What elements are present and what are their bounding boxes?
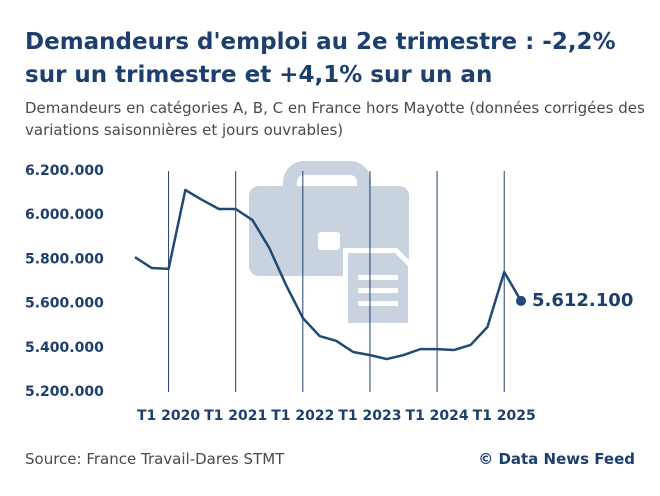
x-tick-label: T1 2021 [204,408,267,424]
y-tick-label: 5.800.000 [25,251,104,267]
y-tick-label: 6.200.000 [25,163,104,179]
end-point [516,295,526,306]
credit: © Data News Feed [478,450,635,468]
x-tick-label: T1 2023 [338,408,401,424]
value-label: 5.612.100 [532,290,633,311]
background-icon [249,161,413,328]
y-tick-label: 5.400.000 [25,340,104,356]
chart-subtitle: Demandeurs en catégories A, B, C en Fran… [25,99,645,139]
chart-title: Demandeurs d'emploi au 2e trimestre : -2… [25,29,616,88]
x-tick-label: T1 2020 [137,408,200,424]
y-tick-label: 5.200.000 [25,384,104,400]
source: Source: France Travail-Dares STMT [25,450,285,468]
x-tick-label: T1 2025 [473,408,536,424]
x-tick-label: T1 2024 [406,408,469,424]
line [134,188,523,361]
y-tick-label: 6.000.000 [25,207,104,223]
x-tick-label: T1 2022 [271,408,334,424]
y-tick-label: 5.600.000 [25,296,104,312]
